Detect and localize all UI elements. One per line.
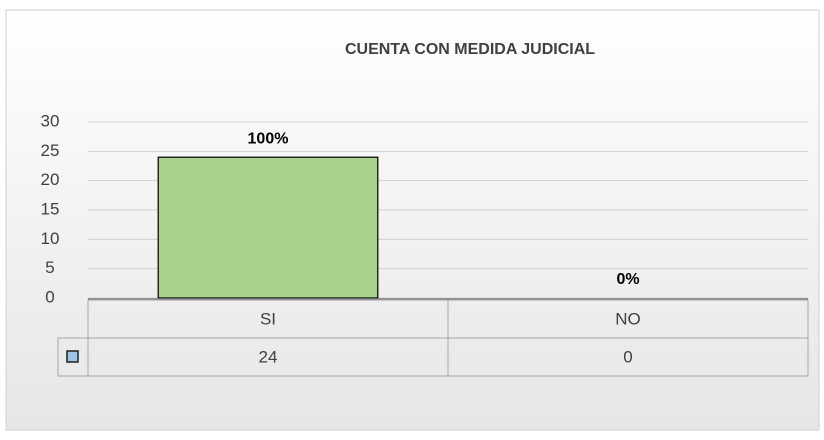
y-tick-label: 0 — [45, 287, 54, 306]
table-cell — [57, 337, 89, 377]
chart-area — [5, 9, 820, 431]
bar — [157, 156, 379, 299]
data-label: 0% — [616, 271, 639, 288]
y-tick-label: 30 — [41, 111, 60, 130]
y-tick-label: 20 — [41, 170, 60, 189]
data-label: 100% — [248, 130, 289, 147]
y-tick-label: 5 — [45, 258, 54, 277]
x-tick-label: SI — [260, 309, 276, 328]
y-tick-label: 25 — [41, 141, 60, 160]
legend-key — [66, 350, 79, 363]
table-value: 24 — [259, 347, 278, 366]
x-tick-label: NO — [615, 309, 641, 328]
y-tick-label: 10 — [41, 229, 60, 248]
table-value: 0 — [623, 347, 632, 366]
chart-title: CUENTA CON MEDIDA JUDICIAL — [345, 41, 595, 58]
y-tick-label: 15 — [41, 199, 60, 218]
